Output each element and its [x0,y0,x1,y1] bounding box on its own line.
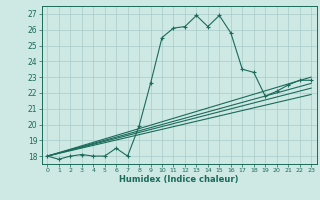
X-axis label: Humidex (Indice chaleur): Humidex (Indice chaleur) [119,175,239,184]
